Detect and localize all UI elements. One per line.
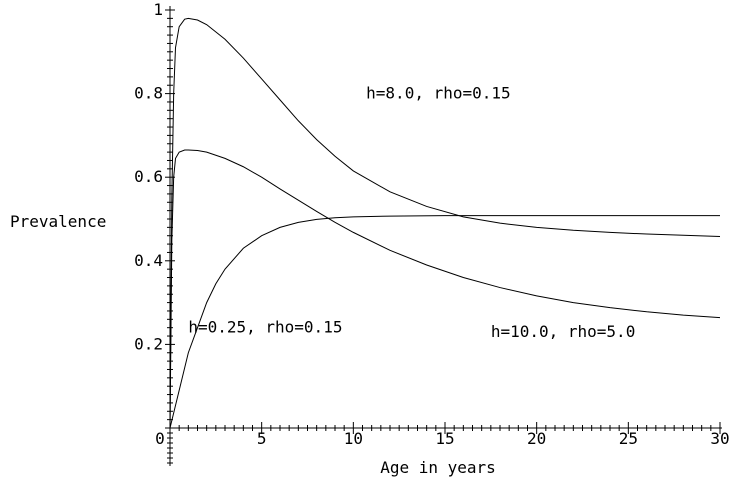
- x-tick-label: 25: [619, 429, 638, 448]
- curves: [169, 17, 721, 429]
- annotations: h=8.0, rho=0.15 h=10.0, rho=5.0 h=0.25, rh…: [188, 84, 635, 341]
- x-tick-label: 30: [710, 429, 729, 448]
- series-line-1: [169, 17, 721, 429]
- y-tick-label: 0.8: [134, 84, 163, 103]
- y-tick-label: 0.6: [134, 167, 163, 186]
- series-label-1: h=8.0, rho=0.15: [366, 84, 511, 103]
- x-tick-label: 20: [527, 429, 546, 448]
- tick-labels: 0 5 10 15 20 25 30 0.2 0.4 0.6 0.8 1: [134, 0, 730, 448]
- axes: [169, 6, 722, 466]
- series-line-2: [169, 149, 721, 429]
- x-tick-label: 15: [435, 429, 454, 448]
- y-tick-label: 1: [153, 0, 163, 19]
- x-axis-label: Age in years: [380, 458, 496, 477]
- series-label-3: h=0.25, rho=0.15: [188, 318, 342, 337]
- series-label-2: h=10.0, rho=5.0: [491, 322, 636, 341]
- y-tick-label: 0.4: [134, 251, 163, 270]
- series-line-3: [169, 215, 720, 429]
- x-tick-label: 5: [257, 429, 267, 448]
- y-tick-label: 0.2: [134, 334, 163, 353]
- x-tick-label: 10: [344, 429, 363, 448]
- ticks: [165, 9, 721, 464]
- y-axis-label: Prevalence: [10, 212, 106, 231]
- x-tick-label: 0: [155, 429, 165, 448]
